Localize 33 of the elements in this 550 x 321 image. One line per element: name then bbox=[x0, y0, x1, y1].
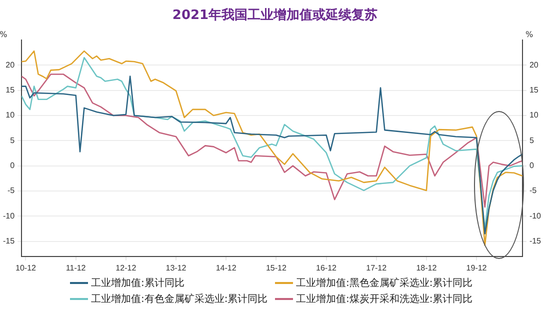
y-tick-label: 15 bbox=[6, 86, 16, 95]
y-tick-label: 10 bbox=[6, 110, 16, 120]
x-tick-label: 13-12 bbox=[166, 263, 187, 272]
x-tick-label: 16-12 bbox=[316, 263, 338, 272]
y2-tick-label: 20 bbox=[529, 60, 539, 70]
y-tick-label: -5 bbox=[7, 186, 16, 196]
y2-tick-label: 0 bbox=[529, 161, 534, 170]
y2-tick-label: 15 bbox=[529, 86, 539, 95]
y-tick-label: -15 bbox=[3, 236, 16, 246]
x-tick-label: 11-12 bbox=[66, 263, 86, 272]
y2-tick-label: 5 bbox=[529, 136, 534, 145]
x-tick-label: 19-12 bbox=[466, 263, 488, 272]
y-axis-title: % bbox=[0, 30, 8, 39]
y-tick-label: 0 bbox=[10, 161, 16, 170]
y2-tick-label: -5 bbox=[529, 186, 538, 196]
legend-label: 工业增加值:煤炭开采和洗选业:累计同比 bbox=[296, 292, 473, 306]
chart-title: 2021年我国工业增加值或延续复苏 bbox=[171, 7, 379, 24]
legend-label: 工业增加值:黑色金属矿采选业:累计同比 bbox=[296, 276, 473, 290]
x-tick-label: 15-12 bbox=[266, 263, 287, 272]
y2-tick-label: 10 bbox=[529, 110, 539, 120]
x-tick-label: 17-12 bbox=[366, 263, 388, 272]
y-tick-label: 20 bbox=[6, 60, 16, 70]
legend-label: 工业增加值:有色金属矿采选业:累计同比 bbox=[91, 292, 268, 306]
x-tick-label: 14-12 bbox=[216, 263, 237, 272]
x-tick-label: 10-12 bbox=[16, 263, 37, 272]
y2-tick-label: -15 bbox=[529, 236, 542, 246]
x-tick-label: 12-12 bbox=[116, 263, 137, 272]
y-tick-label: 5 bbox=[10, 136, 16, 145]
y-tick-label: -10 bbox=[3, 211, 16, 220]
legend-label: 工业增加值:累计同比 bbox=[91, 276, 184, 290]
y2-axis-title: % bbox=[525, 30, 534, 39]
x-tick-label: 18-12 bbox=[416, 263, 438, 272]
y2-tick-label: -10 bbox=[529, 211, 542, 220]
